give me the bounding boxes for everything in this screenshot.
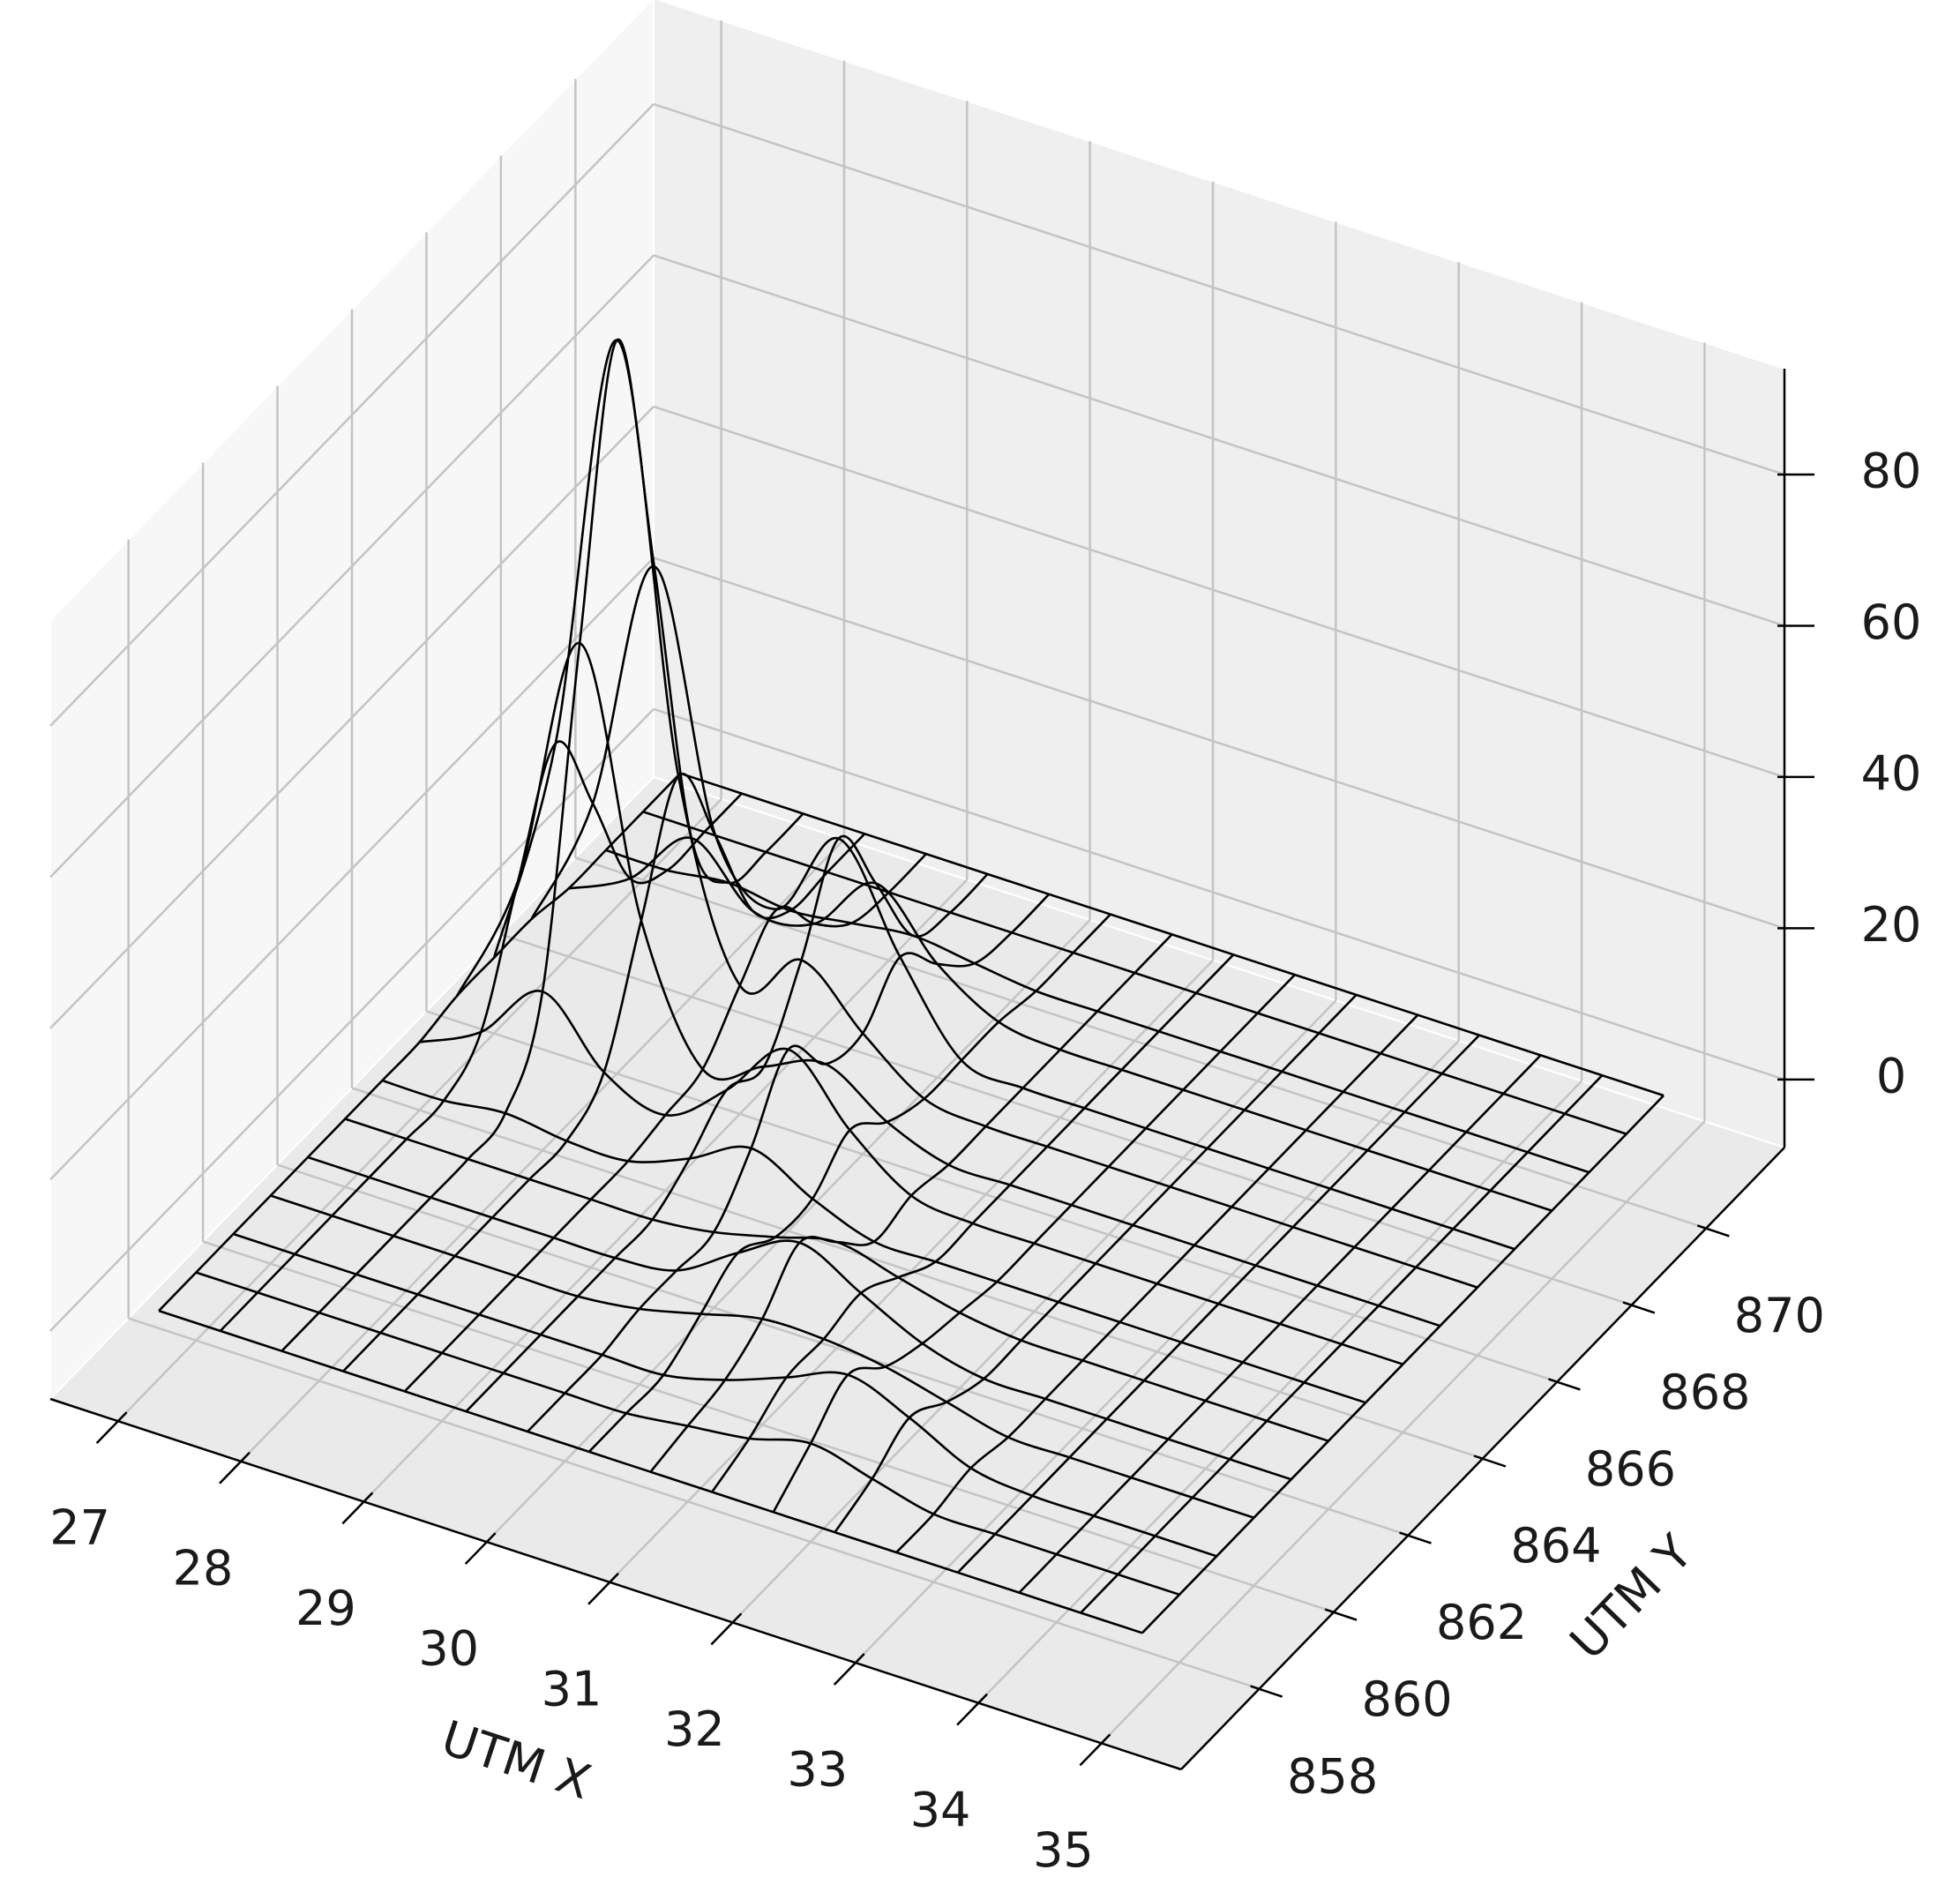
y-tick	[1324, 1608, 1358, 1621]
axes	[49, 369, 1814, 1771]
y-tick	[1622, 1301, 1656, 1314]
wire-column	[403, 853, 927, 1393]
y-tick	[1250, 1685, 1283, 1698]
x-tick	[833, 1653, 865, 1686]
grid-line	[351, 1087, 1484, 1460]
y-tick-label: 870	[1734, 1288, 1825, 1343]
y-tick-label: 862	[1436, 1595, 1527, 1650]
y-tick-label: 860	[1362, 1671, 1453, 1727]
wire-column	[711, 953, 1235, 1493]
x-tick-label: 28	[173, 1540, 234, 1596]
wire-column	[956, 1034, 1480, 1574]
wire-column	[1080, 1074, 1604, 1614]
grid-line	[653, 405, 1785, 779]
wire-column	[465, 834, 989, 1413]
x-tick	[710, 1612, 743, 1646]
x-tick	[464, 1532, 497, 1565]
grid-line	[128, 1317, 1261, 1690]
x-tick	[587, 1572, 619, 1605]
x-tick-label: 34	[910, 1782, 971, 1837]
grid-line	[653, 557, 1785, 930]
wire-column	[1141, 1095, 1665, 1634]
grid-line	[426, 1010, 1558, 1383]
wire-column	[219, 740, 743, 1332]
x-axis	[49, 1397, 1182, 1771]
z-tick-label: 80	[1861, 444, 1922, 499]
grid-line	[49, 707, 655, 1332]
y-tick	[1473, 1454, 1507, 1468]
x-tick	[956, 1693, 988, 1726]
y-tick	[1399, 1531, 1432, 1544]
grid-line	[49, 406, 655, 1029]
wireframe	[158, 338, 1665, 1634]
x-tick-label: 33	[787, 1742, 848, 1798]
grid-line	[49, 103, 655, 727]
x-tick-label: 29	[295, 1581, 356, 1636]
x-tick-label: 32	[664, 1701, 725, 1757]
wire-row	[419, 990, 1403, 1365]
x-tick-label: 31	[542, 1661, 602, 1716]
y-tick	[1696, 1224, 1730, 1238]
grid-line	[574, 856, 1707, 1230]
grid-line	[653, 254, 1785, 627]
wire-column	[281, 338, 804, 1352]
grid-line	[277, 1163, 1409, 1537]
wire-column	[527, 893, 1051, 1432]
y-axis	[1180, 1147, 1785, 1770]
x-axis-label: UTM X	[435, 1709, 597, 1810]
y-tick-label: 868	[1659, 1365, 1750, 1420]
wire-column	[834, 994, 1358, 1533]
y-tick-label: 858	[1287, 1748, 1378, 1804]
wire-column	[772, 974, 1296, 1513]
x-tick	[95, 1411, 128, 1444]
z-tick-label: 20	[1861, 897, 1922, 953]
y-tick	[1548, 1378, 1581, 1391]
grid-line	[500, 933, 1633, 1306]
wire-column	[587, 913, 1111, 1453]
x-tick-label: 27	[49, 1500, 110, 1556]
panes	[49, 0, 1786, 1771]
wire-column	[649, 933, 1173, 1473]
z-tick-label: 40	[1861, 746, 1922, 802]
x-tick	[341, 1492, 374, 1525]
grid-line	[653, 102, 1785, 476]
grid-line	[653, 707, 1785, 1081]
wire-column	[158, 772, 682, 1312]
x-tick-label: 30	[418, 1621, 479, 1677]
grid-line	[49, 557, 655, 1181]
y-tick-label: 864	[1510, 1518, 1601, 1574]
z-tick-label: 60	[1861, 595, 1922, 650]
x-tick-label: 35	[1033, 1822, 1094, 1877]
wire-column	[895, 1013, 1419, 1553]
wire-column	[342, 773, 866, 1372]
z-tick-label: 0	[1876, 1048, 1906, 1103]
grid-line	[202, 1240, 1335, 1613]
grid-line	[49, 254, 655, 879]
x-tick	[1079, 1733, 1111, 1767]
wire-column	[1018, 1054, 1542, 1594]
y-tick-label: 866	[1585, 1441, 1676, 1497]
x-tick	[219, 1451, 251, 1484]
grid	[49, 20, 1785, 1745]
